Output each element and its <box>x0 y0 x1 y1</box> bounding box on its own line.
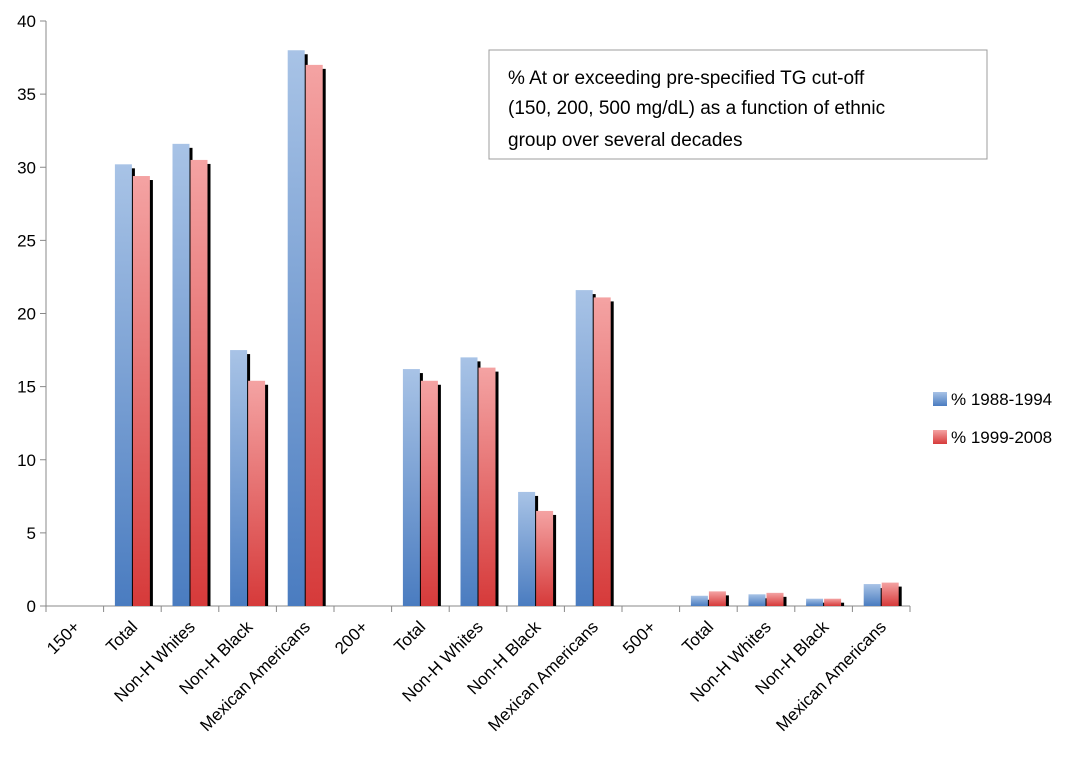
bar-1988-1994 <box>460 357 478 606</box>
bar-1988-1994 <box>806 598 824 606</box>
bar-shadow <box>897 586 902 606</box>
annotation-line-1: % At or exceeding pre-specified TG cut-o… <box>508 68 865 89</box>
y-tick-label: 0 <box>27 597 36 616</box>
bar-1999-2008 <box>305 64 323 606</box>
y-tick-labels: 0 5 10 15 20 25 30 35 40 <box>17 12 36 616</box>
x-tick-label: 500+ <box>619 617 660 658</box>
y-tick-label: 25 <box>17 231 36 250</box>
bar-1999-2008 <box>766 592 784 606</box>
legend-label-1999-2008: % 1999-2008 <box>951 428 1052 447</box>
bar-1999-2008 <box>881 582 899 606</box>
bar-shadow <box>264 384 269 606</box>
bar-1988-1994 <box>287 50 305 606</box>
bar-shadow <box>148 180 153 606</box>
x-tick-label: Mexican Americans <box>484 617 602 735</box>
bar-1999-2008 <box>420 380 438 606</box>
bar-1988-1994 <box>230 350 248 606</box>
y-tick-label: 30 <box>17 158 36 177</box>
bar-1988-1994 <box>114 164 132 606</box>
bar-shadow <box>840 602 845 606</box>
y-tick-label: 35 <box>17 85 36 104</box>
bar-shadow <box>552 514 557 606</box>
y-tick-label: 10 <box>17 451 36 470</box>
bar-1988-1994 <box>748 594 766 606</box>
x-tick-label: Total <box>390 617 429 656</box>
legend-item-1999-2008: % 1999-2008 <box>933 428 1052 447</box>
bar-1988-1994 <box>518 491 536 606</box>
bar-1999-2008 <box>478 367 496 606</box>
legend-item-1988-1994: % 1988-1994 <box>933 390 1052 409</box>
bars-group <box>114 50 902 606</box>
bar-shadow <box>206 163 211 606</box>
bar-1999-2008 <box>824 598 842 606</box>
x-tick-label: Mexican Americans <box>196 617 314 735</box>
y-tick-label: 20 <box>17 305 36 324</box>
bar-shadow <box>321 68 326 606</box>
y-tick-label: 40 <box>17 12 36 31</box>
bar-1999-2008 <box>248 380 266 606</box>
annotation-line-2: (150, 200, 500 mg/dL) as a function of e… <box>508 98 885 119</box>
bar-shadow <box>609 301 614 606</box>
x-tick-label: Total <box>102 617 141 656</box>
bar-shadow <box>494 371 499 606</box>
x-tick-label: Total <box>678 617 717 656</box>
bar-shadow <box>724 595 729 606</box>
bar-shadow <box>436 384 441 606</box>
legend-label-1988-1994: % 1988-1994 <box>951 390 1052 409</box>
bar-shadow <box>782 596 787 606</box>
bar-1988-1994 <box>863 584 881 606</box>
bar-1988-1994 <box>402 369 420 606</box>
x-tick-label: 200+ <box>331 617 372 658</box>
legend-swatch-red <box>933 430 947 444</box>
x-tick-label: 150+ <box>43 617 84 658</box>
legend-swatch-blue <box>933 392 947 406</box>
bar-1988-1994 <box>172 143 190 606</box>
bar-1999-2008 <box>593 297 611 606</box>
y-tick-label: 5 <box>27 524 36 543</box>
bar-1999-2008 <box>132 176 150 606</box>
bar-1988-1994 <box>575 290 593 606</box>
bar-1999-2008 <box>708 591 726 606</box>
bar-1999-2008 <box>536 510 554 606</box>
annotation-line-3: group over several decades <box>508 130 742 151</box>
x-tick-label: Mexican Americans <box>772 617 890 735</box>
bar-1999-2008 <box>190 159 208 606</box>
y-tick-label: 15 <box>17 378 36 397</box>
annotation-box: % At or exceeding pre-specified TG cut-o… <box>488 49 988 160</box>
bar-1988-1994 <box>690 595 708 606</box>
legend: % 1988-1994 % 1999-2008 <box>933 390 1052 447</box>
